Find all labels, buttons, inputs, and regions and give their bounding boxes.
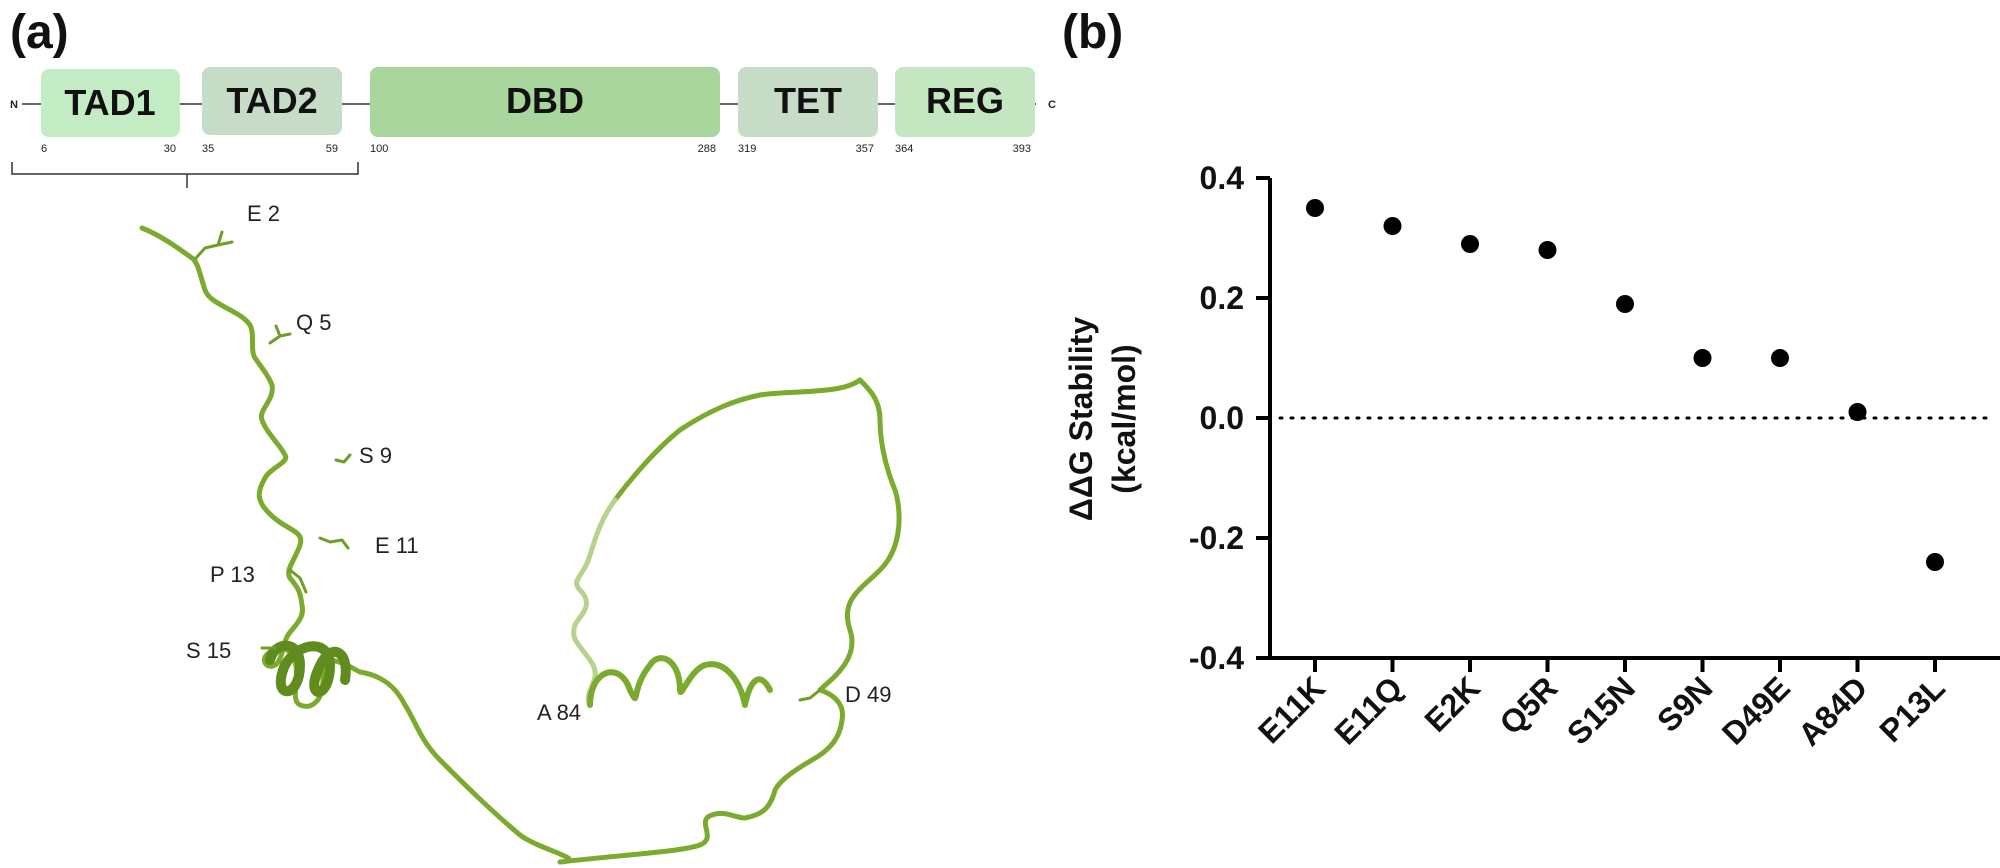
backbone-ribbon: [139, 225, 846, 865]
panel-a-label: (a): [10, 6, 69, 59]
data-point-q5r: [1538, 241, 1557, 259]
domain-reg-label: REG: [926, 80, 1004, 121]
domain-tet-label: TET: [774, 80, 842, 121]
domain-dbd-box: [370, 67, 720, 137]
domain-tad1-box: [41, 69, 180, 137]
x-category-label: S15N: [1560, 669, 1642, 751]
c-terminus-label: C: [1048, 99, 1056, 111]
helix-region-2: [587, 655, 773, 708]
domain-reg-start: 364: [895, 143, 913, 155]
domain-tet-start: 319: [738, 143, 756, 155]
residue-label-e11: E 11: [375, 533, 419, 558]
y-tick-label: -0.4: [1189, 640, 1244, 676]
domain-tad1-end: 30: [164, 143, 176, 155]
data-point-p13l: [1926, 553, 1944, 571]
x-category-label: E11K: [1251, 669, 1332, 750]
y-tick-label: -0.2: [1189, 520, 1244, 556]
domain-tad1-start: 6: [41, 143, 47, 155]
domain-tet-box: [738, 67, 878, 137]
data-point-e11q: [1383, 217, 1402, 235]
data-point-e11k: [1306, 199, 1324, 217]
x-category-label: P13L: [1872, 669, 1952, 749]
residue-label-p13: P 13: [210, 562, 255, 587]
domain-tad2-box: [202, 67, 342, 135]
residue-label-e2: E 2: [247, 201, 280, 226]
data-point-s15n: [1616, 295, 1634, 313]
domain-tad2-end: 59: [326, 143, 338, 155]
residue-label-d49: D 49: [845, 682, 891, 707]
residue-label-q5: Q 5: [296, 310, 331, 335]
c-terminal-tail: [612, 377, 902, 693]
domain-dbd-label: DBD: [506, 80, 584, 121]
domain-tad2-start: 35: [202, 143, 214, 155]
x-category-label: A84D: [1791, 669, 1874, 752]
helix-region-1: [265, 640, 351, 697]
panel-b-label: (b): [1062, 6, 1123, 59]
data-point-e2k: [1461, 235, 1479, 253]
domain-reg-end: 393: [1013, 143, 1031, 155]
data-point-a84d: [1848, 403, 1867, 421]
y-axis-title-line1: ΔΔG Stability: [1063, 317, 1099, 521]
domain-map: N C TAD1 6 30 TAD2 35 59 DBD 100 288 TET…: [10, 67, 1056, 188]
data-points: [1306, 199, 1944, 571]
region-bracket: [11, 162, 359, 188]
x-category-label: E11Q: [1327, 669, 1409, 751]
domain-dbd-start: 100: [370, 143, 388, 155]
side-chains: [194, 230, 822, 702]
residue-label-s9: S 9: [359, 443, 392, 468]
residue-label-s15: S 15: [186, 638, 231, 663]
x-category-label: D49E: [1715, 669, 1797, 751]
domain-tad2-label: TAD2: [226, 80, 317, 121]
residue-label-a84: A 84: [537, 700, 581, 725]
x-category-label: Q5R: [1492, 669, 1564, 741]
y-ticks: 0.4 0.2 0.0 -0.2 -0.4: [1189, 160, 1270, 676]
y-tick-label: 0.0: [1200, 400, 1244, 436]
x-category-label: S9N: [1650, 669, 1719, 738]
n-terminal-tail: [571, 497, 618, 708]
domain-tet-end: 357: [856, 143, 874, 155]
n-terminus-label: N: [10, 99, 18, 111]
y-tick-label: 0.4: [1200, 160, 1245, 196]
domain-tad1-label: TAD1: [64, 82, 155, 123]
protein-structure: [139, 225, 902, 865]
y-tick-label: 0.2: [1200, 280, 1244, 316]
data-point-s9n: [1693, 349, 1712, 367]
domain-reg-box: [895, 67, 1035, 137]
x-category-label: E2K: [1417, 669, 1486, 738]
domain-dbd-end: 288: [698, 143, 716, 155]
data-point-d49e: [1771, 349, 1789, 367]
ddg-scatter-chart: ΔΔG Stability (kcal/mol) 0.4 0.2 0.0 -0.2 -0…: [1063, 160, 2000, 753]
y-axis-title-line2: (kcal/mol): [1106, 344, 1142, 493]
